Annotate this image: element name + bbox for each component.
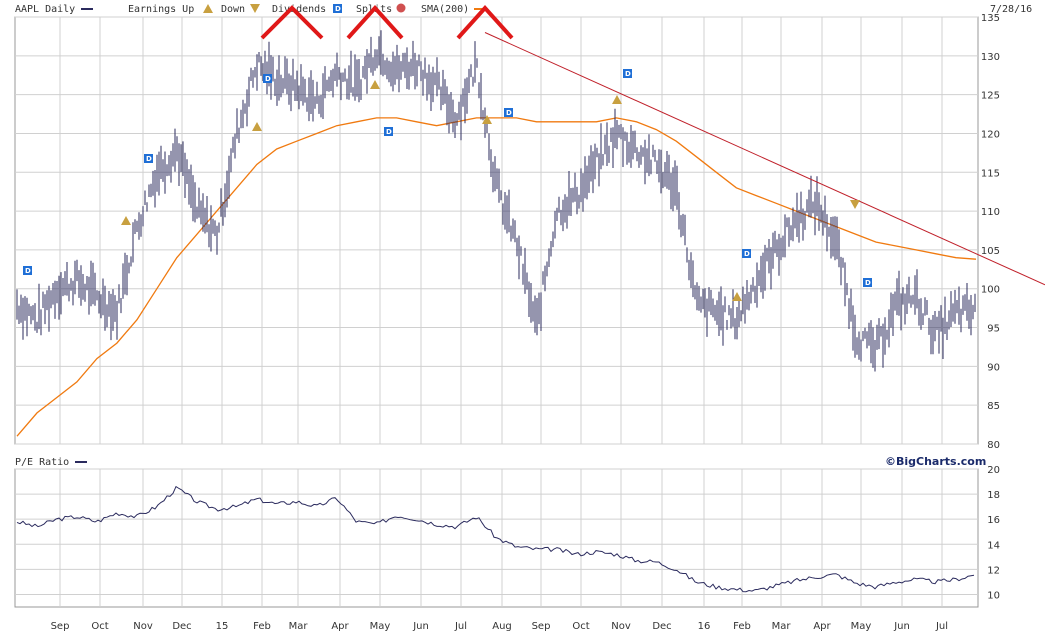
x-tick-label: Oct xyxy=(91,621,108,632)
dividend-marker xyxy=(742,249,751,258)
x-tick-label: Feb xyxy=(253,621,271,632)
x-tick-label: 16 xyxy=(698,621,711,632)
sma-label: SMA(200) xyxy=(421,4,469,15)
x-tick-label: Feb xyxy=(733,621,751,632)
x-tick-label: Jun xyxy=(412,621,429,632)
pe-y-tick-label: 12 xyxy=(987,565,1000,576)
dividend-marker xyxy=(384,127,393,136)
y-tick-label: 85 xyxy=(987,401,1000,412)
dividend-marker xyxy=(263,74,272,83)
pe-ratio-line xyxy=(16,485,975,593)
price-panel: 80 85 90 95 100 105 110 115 120 125 130 135 D D D D D D D… xyxy=(14,5,1045,451)
y-tick-label: 90 xyxy=(987,362,1000,373)
y-tick-label: 100 xyxy=(981,285,1000,296)
earnings-down-label: Down xyxy=(221,4,245,15)
pe-y-tick-label: 18 xyxy=(987,490,1000,501)
x-tick-label: Oct xyxy=(572,621,589,632)
x-tick-label: Aug xyxy=(492,621,512,632)
price-bars xyxy=(16,30,976,372)
dividend-marker xyxy=(863,278,872,287)
earnings-marker xyxy=(370,80,380,89)
y-tick-label: 130 xyxy=(981,52,1000,63)
dividends-label: Dividends xyxy=(272,4,326,15)
earnings-marker xyxy=(612,95,622,104)
x-tick-label: Dec xyxy=(652,621,671,632)
dividend-marker-letter: D xyxy=(744,250,750,258)
earnings-down-icon xyxy=(250,4,260,13)
pe-y-tick-label: 14 xyxy=(987,540,1000,551)
dividend-marker xyxy=(23,266,32,275)
top-annotation-1 xyxy=(260,5,324,40)
earnings-marker xyxy=(482,115,492,124)
dividend-marker-letter: D xyxy=(625,70,631,78)
pe-panel: 10 12 14 16 18 20 xyxy=(14,465,1000,608)
dividend-marker xyxy=(504,108,513,117)
dividend-marker xyxy=(144,154,153,163)
x-tick-label: May xyxy=(851,621,872,632)
pe-y-tick-label: 16 xyxy=(987,515,1000,526)
x-tick-label: Mar xyxy=(772,621,792,632)
x-tick-label: Jul xyxy=(454,621,467,632)
y-tick-label: 115 xyxy=(981,168,1000,179)
pe-y-tick-label: 20 xyxy=(987,465,1000,476)
price-plot-frame xyxy=(14,16,979,445)
y-tick-label: 110 xyxy=(981,207,1000,218)
x-tick-label: 15 xyxy=(216,621,229,632)
x-tick-label: Jul xyxy=(935,621,948,632)
sma-200-line xyxy=(16,117,977,437)
y-tick-label: 105 xyxy=(981,246,1000,257)
x-tick-label: Sep xyxy=(51,621,70,632)
earnings-marker xyxy=(850,200,860,209)
x-tick-label: Nov xyxy=(611,621,631,632)
copyright: ©BigCharts.com xyxy=(885,455,986,468)
dividend-marker-letter: D xyxy=(265,75,271,83)
pe-y-tick-label: 10 xyxy=(987,590,1000,601)
dividend-marker-letter: D xyxy=(25,267,31,275)
dividend-marker-letter: D xyxy=(386,128,392,136)
x-tick-label: Sep xyxy=(532,621,551,632)
earnings-marker xyxy=(252,122,262,131)
earnings-up-label: Earnings Up xyxy=(128,4,194,15)
x-tick-label: Apr xyxy=(331,621,349,632)
x-tick-label: Dec xyxy=(172,621,191,632)
y-tick-label: 120 xyxy=(981,129,1000,140)
x-tick-label: Jun xyxy=(893,621,910,632)
y-tick-label: 80 xyxy=(987,440,1000,451)
resistance-trendline xyxy=(484,32,1045,286)
pe-ratio-label: P/E Ratio xyxy=(15,457,69,468)
x-tick-label: Nov xyxy=(133,621,153,632)
earnings-up-icon xyxy=(203,4,213,13)
top-annotation-2 xyxy=(346,5,404,40)
top-annotation-3 xyxy=(456,5,514,40)
chart-date: 7/28/16 xyxy=(990,4,1032,15)
x-tick-label: May xyxy=(370,621,391,632)
split-icon xyxy=(396,3,406,13)
svg-text:D: D xyxy=(335,5,341,13)
x-tick-label: Apr xyxy=(813,621,831,632)
ticker-label: AAPL Daily xyxy=(15,4,75,15)
dividend-marker-letter: D xyxy=(865,279,871,287)
y-tick-label: 135 xyxy=(981,13,1000,24)
y-tick-label: 125 xyxy=(981,91,1000,102)
earnings-marker xyxy=(732,292,742,301)
dividend-marker-letter: D xyxy=(506,109,512,117)
y-tick-label: 95 xyxy=(987,324,1000,335)
dividend-marker xyxy=(623,69,632,78)
x-tick-label: Mar xyxy=(289,621,309,632)
dividend-icon xyxy=(333,4,342,13)
earnings-marker xyxy=(121,216,131,225)
dividend-marker-letter: D xyxy=(146,155,152,163)
